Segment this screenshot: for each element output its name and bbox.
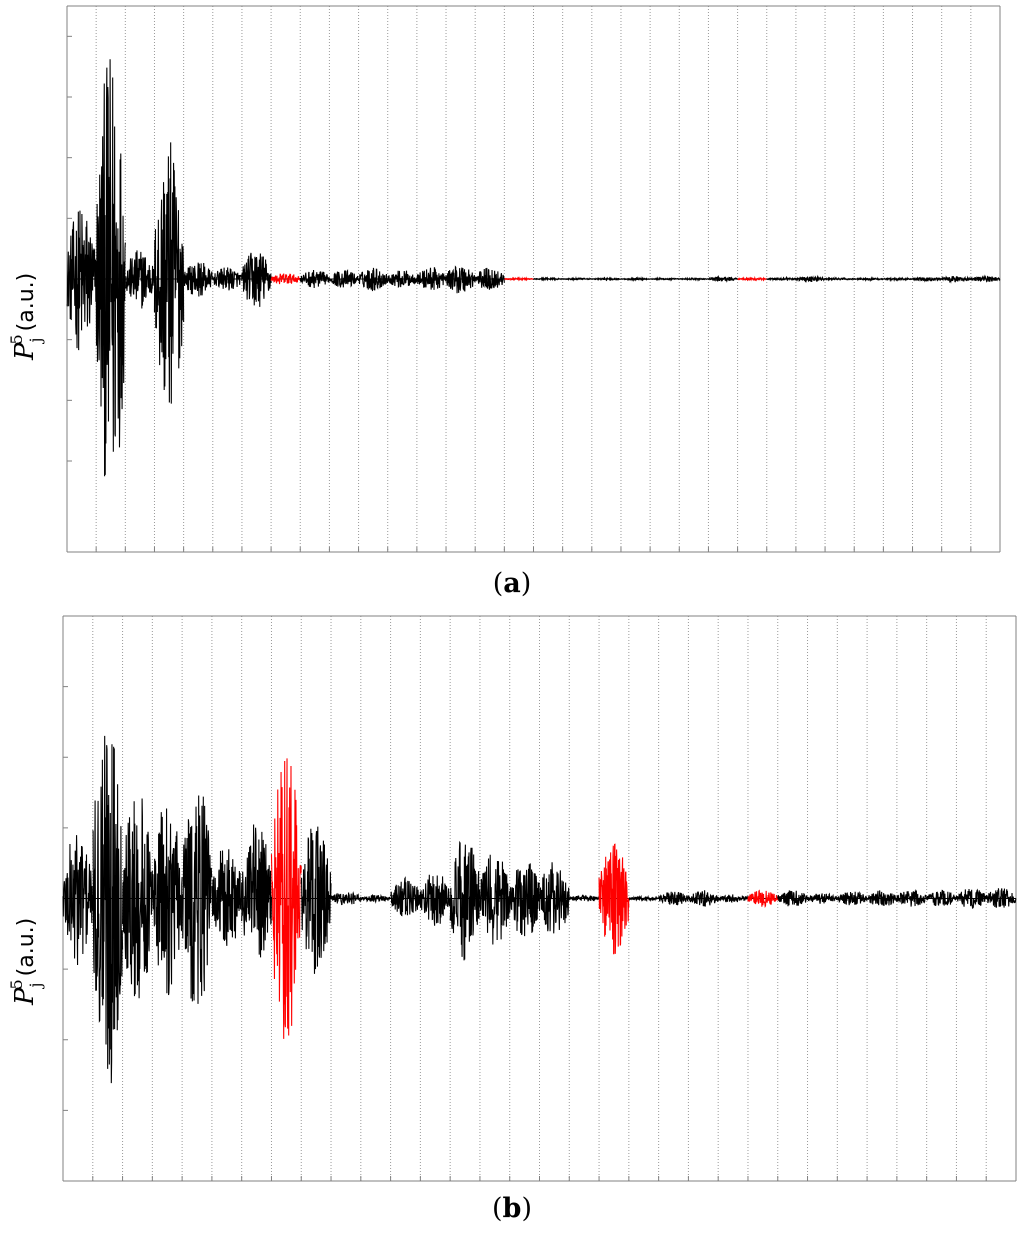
signal-segment-14 (474, 267, 505, 290)
signal-segment-9 (328, 269, 360, 288)
signal-segment-24 (766, 275, 797, 282)
signal-segment-8 (299, 270, 330, 288)
signal-segment-26 (837, 891, 868, 906)
signal-segment-21 (678, 276, 709, 282)
signal-segment-26 (824, 276, 855, 282)
signal-segment-2 (124, 250, 156, 309)
y-label-symbol: P (10, 342, 40, 361)
y-label-subscript: j (26, 982, 45, 988)
signal-segment-19 (620, 276, 651, 283)
signal-segment-21 (687, 890, 719, 907)
signal-segment-28 (896, 888, 928, 907)
signal-segment-1 (95, 59, 126, 477)
chart-panel-b: Pj5 (a.u.) (b) (0, 610, 1024, 1236)
y-label-units: (a.u.) (14, 272, 39, 332)
signal-segment-19 (628, 894, 660, 903)
signal-segment-22 (707, 274, 739, 283)
signal-segment-5 (212, 267, 243, 291)
y-label-units: (a.u.) (14, 917, 39, 977)
signal-segment-20 (649, 276, 680, 282)
highlighted-segment-18 (598, 843, 630, 955)
y-axis-label-a: Pj5 (a.u.) (7, 272, 45, 361)
signal-segment-11 (390, 876, 421, 917)
signal-segment-3 (151, 808, 183, 996)
signal-segment-4 (183, 262, 214, 297)
signal-segment-1 (92, 735, 124, 1084)
highlighted-segment-23 (737, 275, 767, 282)
signal-segment-30 (941, 275, 972, 284)
caption-a-open: ( (492, 568, 504, 599)
signal-segment-10 (360, 893, 391, 904)
signal-segment-27 (854, 276, 884, 283)
signal-segment-25 (795, 274, 826, 283)
caption-b-close: ) (521, 1193, 532, 1224)
highlighted-segment-7 (270, 758, 302, 1039)
signal-segment-13 (445, 265, 476, 294)
signal-segment-16 (533, 276, 564, 282)
signal-segment-28 (883, 276, 913, 283)
signal-segment-14 (479, 854, 511, 945)
signal-segment-3 (153, 142, 185, 404)
signal-segment-17 (568, 894, 600, 902)
signal-segment-0 (62, 835, 94, 965)
highlighted-segment-15 (504, 276, 534, 282)
y-label-superscript: 5 (7, 979, 26, 990)
chart-panel-a: Pj5 (a.u.) (a) (0, 0, 1024, 610)
signal-segment-17 (562, 276, 592, 282)
signal-segment-25 (807, 892, 838, 904)
signal-segment-10 (358, 267, 389, 292)
signal-plot-a (66, 5, 1001, 553)
caption-a-letter: a (503, 568, 521, 599)
highlighted-segment-23 (747, 889, 779, 908)
signal-segment-6 (241, 824, 273, 958)
signal-segment-24 (777, 890, 809, 907)
y-label-superscript: 5 (7, 334, 26, 345)
signal-segment-4 (181, 795, 213, 1004)
signal-plot-b (62, 615, 1017, 1182)
signal-segment-9 (330, 891, 362, 906)
signal-segment-2 (122, 798, 153, 999)
signal-segment-16 (538, 862, 570, 934)
y-axis-label-b: Pj5 (a.u.) (7, 917, 45, 1006)
caption-b: (b) (0, 1193, 1024, 1224)
highlighted-segment-7 (270, 273, 301, 285)
signal-segment-22 (717, 894, 749, 904)
signal-segment-8 (300, 826, 332, 974)
signal-segment-0 (66, 210, 97, 351)
signal-segment-11 (387, 270, 418, 289)
signal-segment-5 (211, 849, 243, 946)
y-label-symbol: P (10, 987, 40, 1006)
signal-segment-29 (912, 276, 943, 283)
signal-segment-13 (449, 840, 481, 961)
caption-a-close: ) (520, 568, 532, 599)
signal-segment-31 (970, 274, 1001, 283)
signal-segment-31 (985, 888, 1017, 908)
signal-segment-6 (241, 252, 272, 307)
caption-b-letter: b (502, 1193, 522, 1224)
caption-a: (a) (0, 568, 1024, 599)
signal-segment-15 (509, 863, 541, 937)
y-label-subscript: j (26, 337, 45, 343)
signal-segment-12 (419, 874, 451, 926)
signal-segment-27 (866, 890, 898, 906)
caption-b-open: ( (492, 1193, 503, 1224)
signal-segment-18 (591, 276, 622, 282)
signal-segment-20 (658, 891, 689, 906)
signal-segment-12 (416, 267, 447, 290)
signal-segment-29 (926, 889, 957, 906)
signal-segment-30 (955, 888, 987, 909)
